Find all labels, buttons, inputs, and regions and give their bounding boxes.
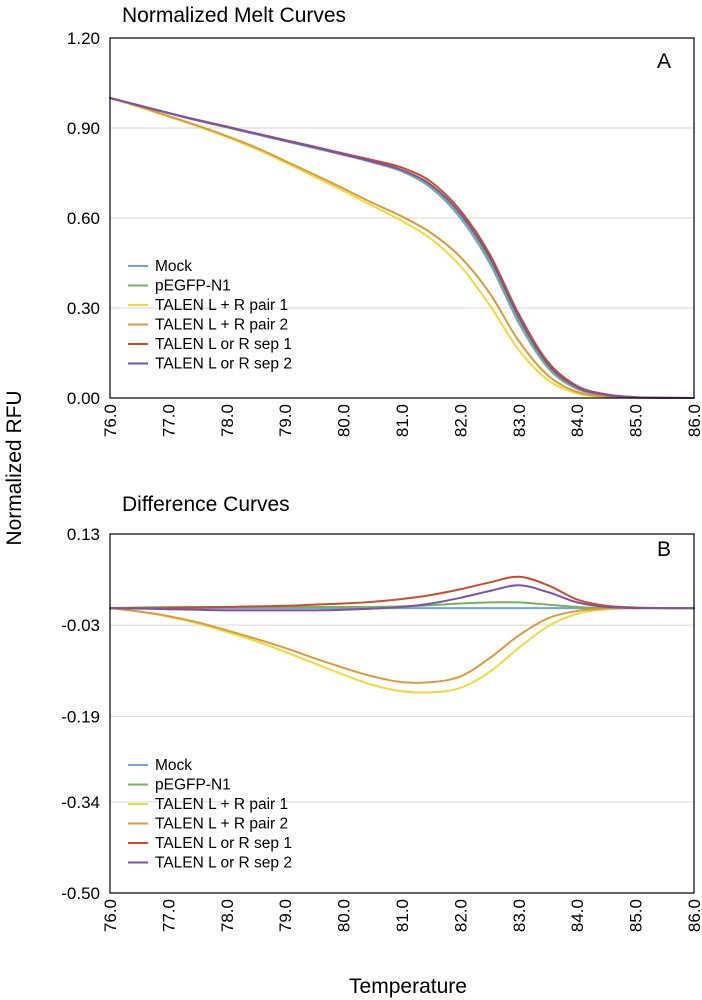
x-tick-label: 76.0 xyxy=(101,899,120,932)
x-tick-label: 78.0 xyxy=(218,404,237,437)
x-tick-label: 78.0 xyxy=(218,899,237,932)
y-tick-label: -0.19 xyxy=(61,707,100,726)
legend-label: TALEN L or R sep 1 xyxy=(155,835,292,852)
panel-b-y-tick-labels: 0.13 -0.03 -0.19 -0.34 -0.50 xyxy=(61,525,100,903)
y-tick-label: 0.60 xyxy=(67,209,100,228)
panel-b-series-lines xyxy=(109,575,695,694)
y-tick-label: -0.34 xyxy=(61,793,100,812)
legend-label: Mock xyxy=(155,258,192,275)
legend-label: TALEN L or R sep 2 xyxy=(155,356,292,373)
x-tick-label: 83.0 xyxy=(510,404,529,437)
series-line-talen-l-r-pair-2 xyxy=(109,607,695,684)
y-tick-label: 0.90 xyxy=(67,119,100,138)
x-tick-label: 82.0 xyxy=(451,404,470,437)
panel-b-title: Difference Curves xyxy=(122,493,290,516)
panel-a-legend: Mock pEGFP-N1 TALEN L + R pair 1 TALEN L + … xyxy=(128,258,292,373)
panel-a-y-tick-labels: 0.00 0.30 0.60 0.90 1.20 xyxy=(67,29,100,408)
series-line-mock xyxy=(109,97,695,399)
panel-a-title: Normalized Melt Curves xyxy=(122,4,346,27)
x-tick-label: 84.0 xyxy=(568,404,587,437)
x-tick-label: 79.0 xyxy=(276,404,295,437)
y-tick-label: 0.13 xyxy=(67,525,100,544)
y-axis-title: Normalized RFU xyxy=(3,390,26,545)
series-line-talen-l-or-r-sep-1 xyxy=(109,575,695,610)
y-tick-label: 0.30 xyxy=(67,299,100,318)
x-tick-label: 77.0 xyxy=(159,899,178,932)
legend-label: pEGFP-N1 xyxy=(155,278,231,295)
series-line-talen-l-or-r-sep-2 xyxy=(109,584,695,612)
y-tick-label: 1.20 xyxy=(67,29,100,48)
legend-label: TALEN L or R sep 2 xyxy=(155,855,292,872)
panel-b: Difference Curves 0.13 -0.03 -0.19 -0.34 -0.… xyxy=(61,493,702,932)
series-line-pegfp-n1 xyxy=(109,97,695,399)
legend-label: TALEN L + R pair 2 xyxy=(155,317,288,334)
series-line-talen-l-r-pair-2 xyxy=(109,97,695,400)
series-line-talen-l-r-pair-1 xyxy=(109,97,695,400)
series-line-talen-l-r-pair-1 xyxy=(109,606,695,694)
x-tick-label: 83.0 xyxy=(510,899,529,932)
y-tick-label: -0.50 xyxy=(61,884,100,903)
panel-b-legend: Mock pEGFP-N1 TALEN L + R pair 1 TALEN L + … xyxy=(128,757,292,872)
legend-label: TALEN L or R sep 1 xyxy=(155,336,292,353)
x-tick-label: 79.0 xyxy=(276,899,295,932)
y-tick-label: -0.03 xyxy=(61,616,100,635)
panel-b-label: B xyxy=(657,538,671,561)
series-line-talen-l-or-r-sep-2 xyxy=(109,97,695,399)
legend-label: TALEN L + R pair 1 xyxy=(155,297,288,314)
x-tick-label: 80.0 xyxy=(335,899,354,932)
x-tick-label: 81.0 xyxy=(393,899,412,932)
panel-a-series-lines xyxy=(109,97,695,400)
legend-label: pEGFP-N1 xyxy=(155,777,231,794)
x-tick-label: 85.0 xyxy=(627,899,646,932)
legend-label: Mock xyxy=(155,757,192,774)
x-tick-label: 81.0 xyxy=(393,404,412,437)
x-axis-title: Temperature xyxy=(349,975,467,998)
x-tick-label: 86.0 xyxy=(685,899,702,932)
panel-a-x-tick-labels: 76.0 77.0 78.0 79.0 80.0 81.0 82.0 83.0 84.0 85.0… xyxy=(101,404,702,437)
panel-a-plot-frame xyxy=(109,37,695,399)
y-tick-label: 0.00 xyxy=(67,389,100,408)
x-tick-label: 76.0 xyxy=(101,404,120,437)
x-tick-label: 84.0 xyxy=(568,899,587,932)
panel-a: Normalized Melt Curves 0.00 0.30 0.60 0.90 1… xyxy=(67,4,702,437)
panel-b-plot-frame xyxy=(109,533,695,894)
legend-label: TALEN L + R pair 1 xyxy=(155,796,288,813)
x-tick-label: 80.0 xyxy=(335,404,354,437)
legend-label: TALEN L + R pair 2 xyxy=(155,816,288,833)
x-tick-label: 82.0 xyxy=(451,899,470,932)
series-line-talen-l-or-r-sep-1 xyxy=(109,97,695,399)
x-tick-label: 85.0 xyxy=(627,404,646,437)
x-tick-label: 77.0 xyxy=(159,404,178,437)
panel-a-label: A xyxy=(657,50,671,73)
panel-b-x-tick-labels: 76.0 77.0 78.0 79.0 80.0 81.0 82.0 83.0 84.0 85.0… xyxy=(101,899,702,932)
x-tick-label: 86.0 xyxy=(685,404,702,437)
